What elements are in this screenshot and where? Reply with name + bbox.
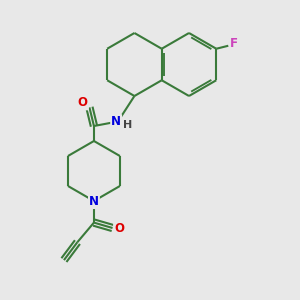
Text: O: O [78, 96, 88, 110]
Text: F: F [230, 37, 238, 50]
Text: N: N [89, 195, 99, 208]
Text: H: H [123, 120, 132, 130]
Text: N: N [111, 115, 121, 128]
Text: O: O [114, 221, 124, 235]
